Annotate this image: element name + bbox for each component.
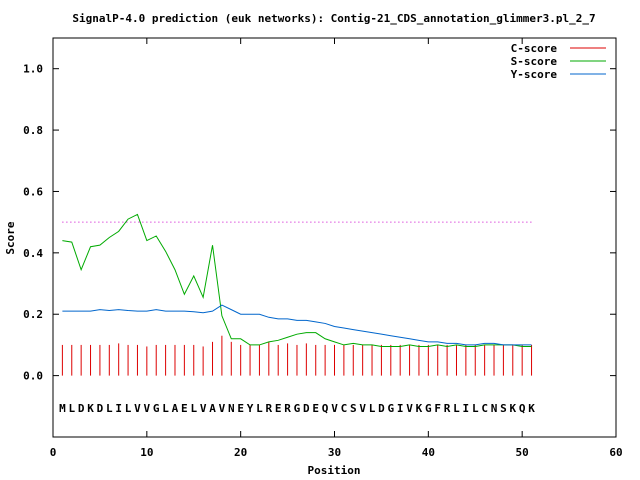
sequence-residue: D [78,402,85,415]
sequence-residue: R [266,402,273,415]
sequence-residue: D [378,402,385,415]
sequence-residue: I [115,402,122,415]
sequence-residue: V [359,402,366,415]
sequence-residue: L [190,402,197,415]
sequence-residue: R [284,402,291,415]
sequence-residue: V [406,402,413,415]
sequence-residue: K [528,402,535,415]
sequence-residue: K [509,402,516,415]
sequence-residue: E [275,402,282,415]
sequence-residue: E [181,402,188,415]
sequence-residue: R [444,402,451,415]
sequence-residue: Q [322,402,329,415]
sequence-residue: V [331,402,338,415]
sequence-residue: G [387,402,394,415]
sequence-residue: Y [247,402,254,415]
sequence-residue: C [341,402,348,415]
x-tick-label: 40 [422,446,435,459]
y-tick-label: 0.2 [23,308,43,321]
sequence-residue: G [294,402,301,415]
sequence-residue: L [162,402,169,415]
sequence-residue: M [59,402,66,415]
sequence-residue: N [491,402,498,415]
sequence-residue: L [68,402,75,415]
sequence-residue: V [200,402,207,415]
sequence-residue: Q [519,402,526,415]
sequence-residue: G [153,402,160,415]
sequence-residue: E [237,402,244,415]
y-score-line [62,304,532,346]
y-tick-label: 0.4 [23,247,43,260]
x-tick-label: 10 [140,446,153,459]
x-tick-label: 30 [328,446,341,459]
y-tick-label: 0.8 [23,124,43,137]
sequence-residue: L [106,402,113,415]
sequence-residue: S [350,402,357,415]
sequence-residue: S [500,402,507,415]
sequence-residue: D [97,402,104,415]
sequence-residue: E [312,402,319,415]
sequence-residue: L [125,402,132,415]
legend-label: S-score [511,55,558,68]
x-tick-label: 0 [50,446,57,459]
sequence-residue: V [144,402,151,415]
y-tick-label: 0.0 [23,370,43,383]
sequence-residue: I [397,402,404,415]
x-axis-label: Position [308,464,361,477]
x-tick-label: 50 [516,446,529,459]
sequence-residue: D [303,402,310,415]
sequence-residue: L [453,402,460,415]
sequence-residue: A [172,402,179,415]
legend-label: C-score [511,42,558,55]
chart-title: SignalP-4.0 prediction (euk networks): C… [72,12,595,25]
x-tick-label: 60 [609,446,622,459]
sequence-residue: A [209,402,216,415]
y-tick-label: 1.0 [23,63,43,76]
sequence-residue: K [87,402,94,415]
s-score-line [62,213,532,347]
sequence-residue: L [369,402,376,415]
y-tick-label: 0.6 [23,185,43,198]
legend-label: Y-score [511,68,558,81]
plot-frame [52,37,617,438]
sequence-residue: I [463,402,470,415]
sequence-residue: L [472,402,479,415]
sequence-residue: N [228,402,235,415]
x-tick-label: 20 [234,446,247,459]
sequence-residue: L [256,402,263,415]
sequence-residue: F [434,402,441,415]
sequence-residue: C [481,402,488,415]
y-axis-label: Score [4,221,17,254]
sequence-residue: V [134,402,141,415]
sequence-residue: V [219,402,226,415]
sequence-residue: K [416,402,423,415]
sequence-residue: G [425,402,432,415]
